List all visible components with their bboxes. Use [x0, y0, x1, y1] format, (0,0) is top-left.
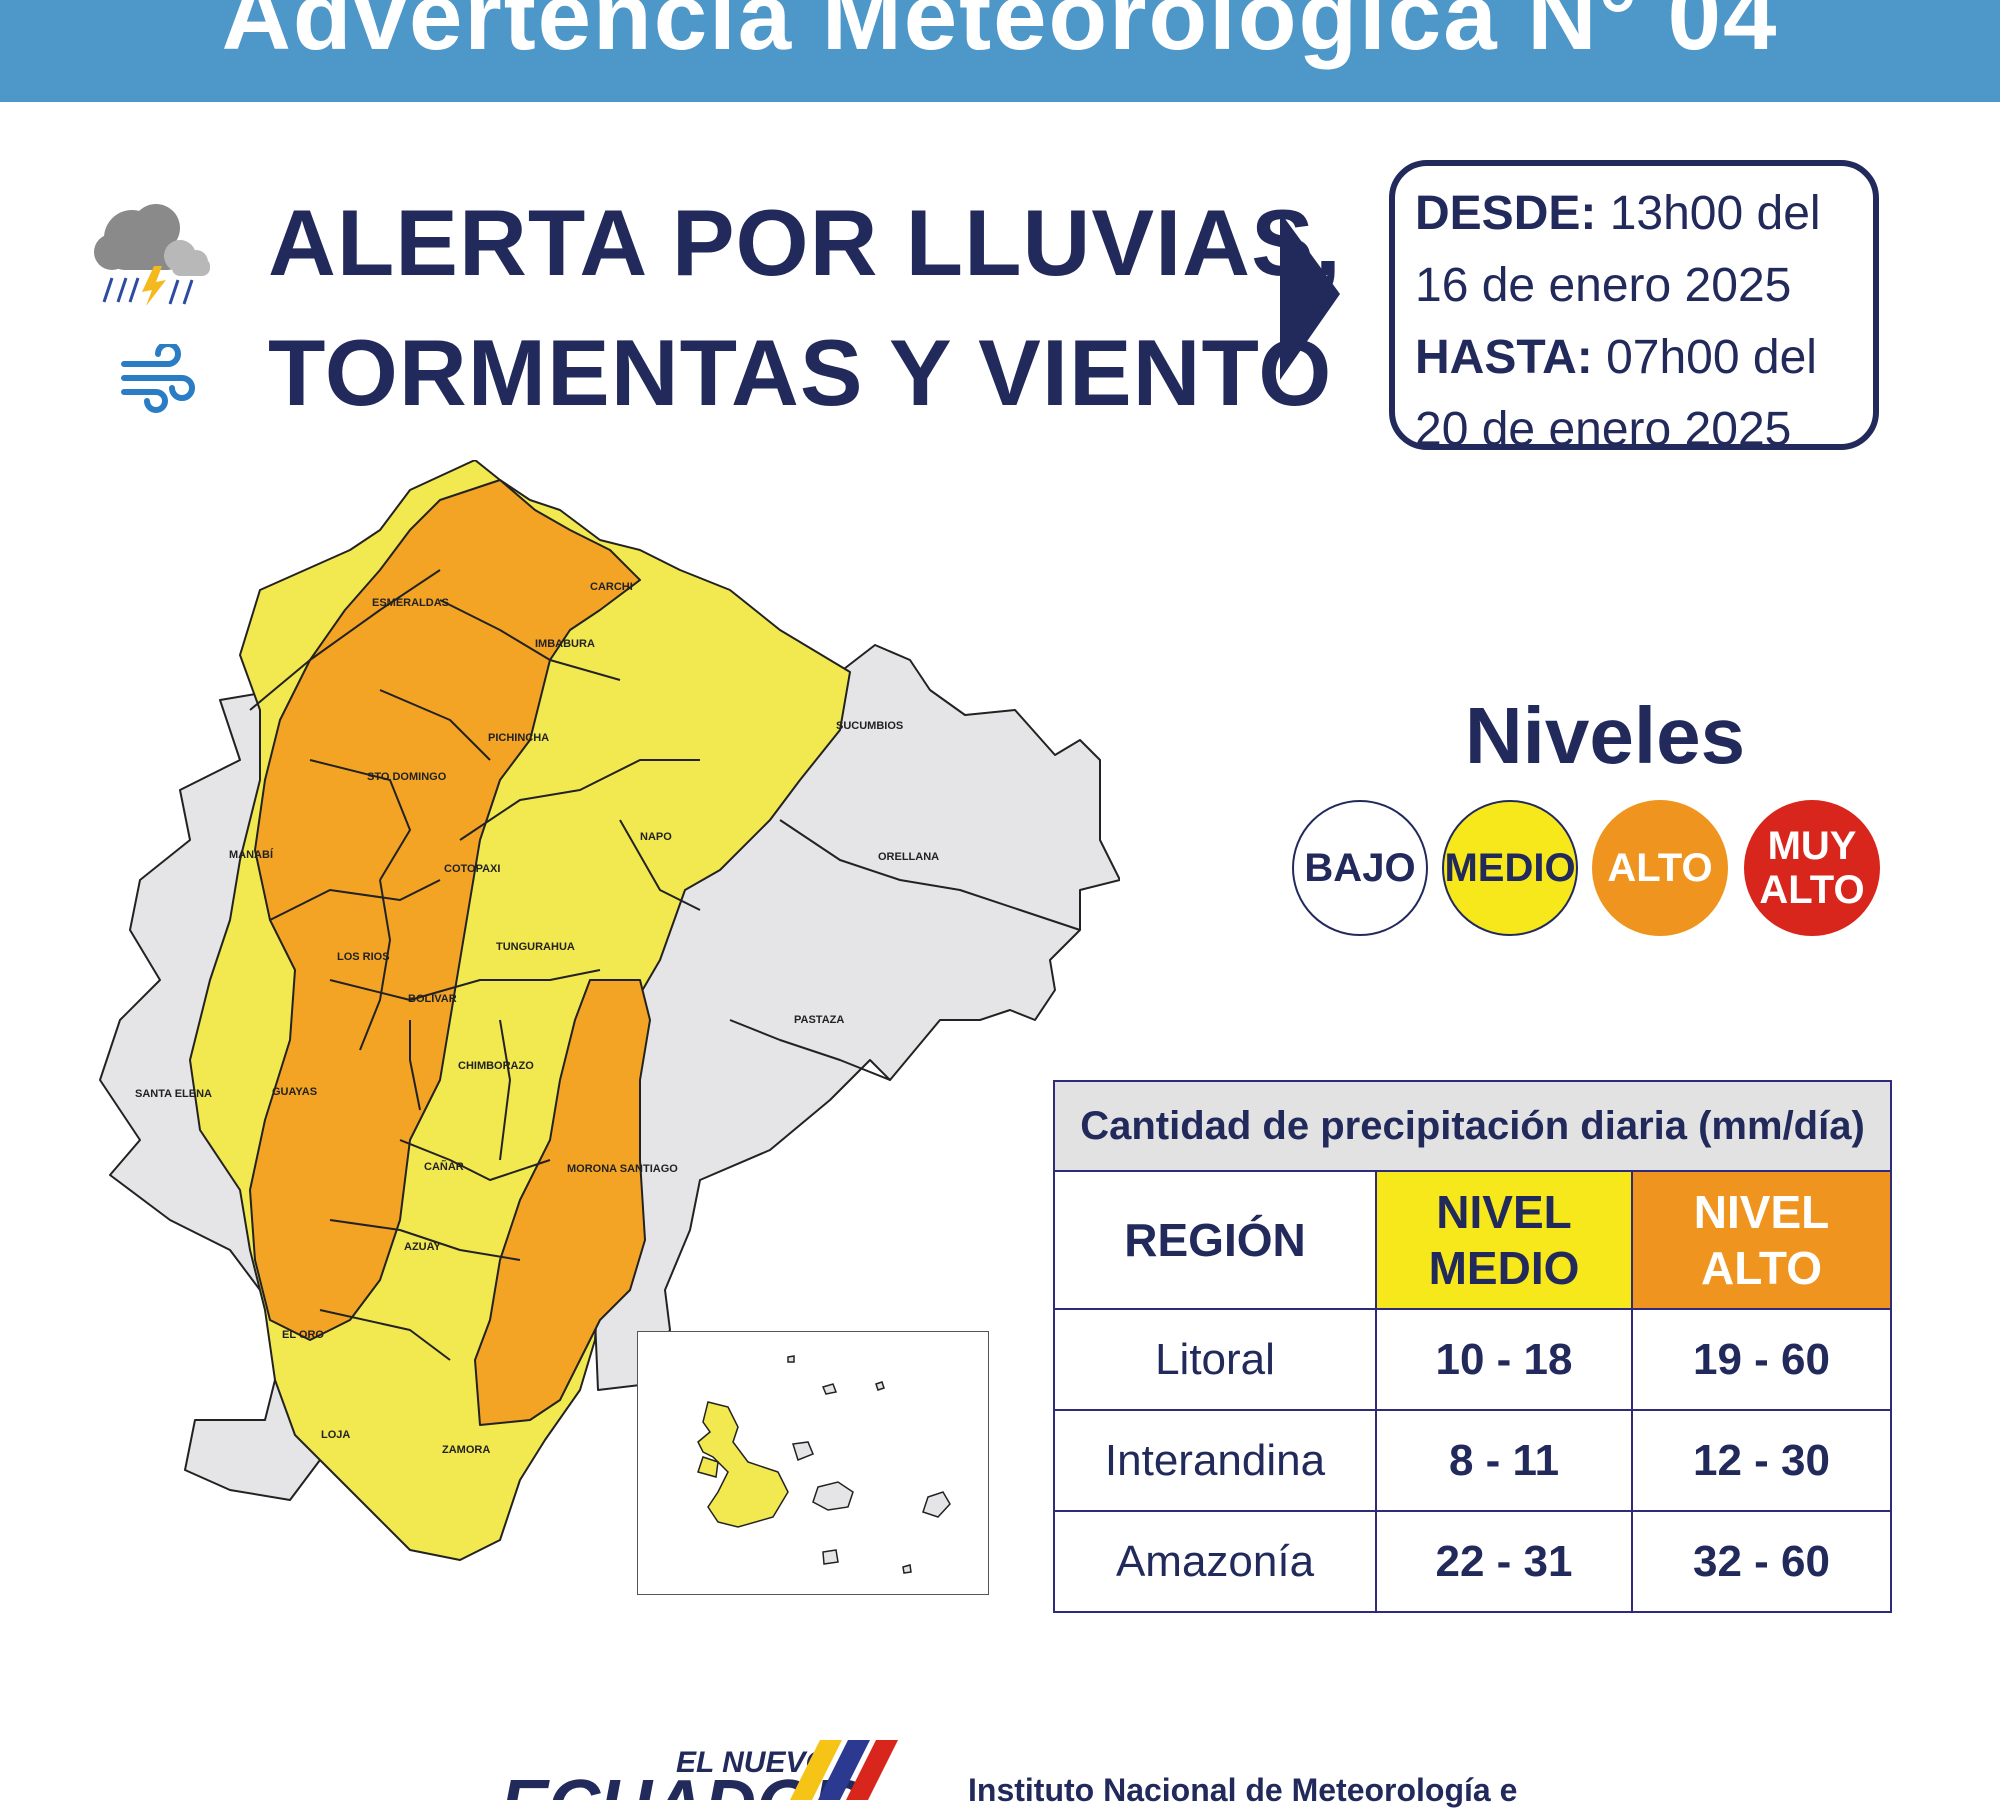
- table-row: Amazonía 22 - 31 32 - 60: [1053, 1510, 1892, 1613]
- region-alto-west: [249, 479, 641, 1341]
- map-label-guayas: GUAYAS: [272, 1086, 317, 1098]
- cell-medio: 8 - 11: [1375, 1409, 1633, 1512]
- map-label-los-rios: LOS RIOS: [337, 951, 390, 963]
- to-label: HASTA:: [1415, 331, 1593, 384]
- page-title: Advertencia Meteorológica N° 04: [221, 0, 1779, 70]
- header-alto-line2: ALTO: [1701, 1242, 1822, 1294]
- header-medio-line2: MEDIO: [1428, 1242, 1580, 1294]
- level-muy-alto-label: MUY ALTO: [1759, 824, 1865, 912]
- map-label-manabi: MANABÍ: [229, 848, 274, 861]
- map-label-carchi: CARCHI: [590, 581, 633, 593]
- wind-icon: [120, 341, 200, 419]
- from-label: DESDE:: [1415, 187, 1597, 240]
- ecuador-alert-map: ESMERALDAS CARCHI IMBABURA SUCUMBIOS PIC…: [80, 459, 1121, 1615]
- map-label-cotopaxi: COTOPAXI: [444, 863, 500, 875]
- institute-name: Instituto Nacional de Meteorología e: [968, 1772, 1518, 1808]
- ecuador-logo: EL NUEVO ECUADOR: [490, 1738, 930, 1809]
- cell-alto: 19 - 60: [1631, 1308, 1892, 1411]
- map-label-pastaza: PASTAZA: [794, 1014, 844, 1026]
- chevron-right-icon: [1280, 212, 1340, 387]
- map-label-azuay: AZUAY: [404, 1241, 442, 1253]
- level-bajo: BAJO: [1292, 800, 1428, 936]
- header-region: REGIÓN: [1053, 1170, 1377, 1310]
- from-value: 13h00 del 16 de enero 2025: [1415, 187, 1821, 312]
- map-label-canar: CAÑAR: [424, 1160, 464, 1173]
- level-muy-alto: MUY ALTO: [1744, 800, 1880, 936]
- map-label-morona-santiago: MORONA SANTIAGO: [567, 1163, 678, 1175]
- cell-medio: 10 - 18: [1375, 1308, 1633, 1411]
- to-value: 07h00 del 20 de enero 2025: [1415, 331, 1817, 456]
- map-label-sto-domingo: STO DOMINGO: [367, 771, 447, 783]
- level-alto-label: ALTO: [1607, 846, 1713, 890]
- galapagos-inset-map: [637, 1331, 989, 1595]
- table-row: Litoral 10 - 18 19 - 60: [1053, 1308, 1892, 1411]
- precipitation-caption: Cantidad de precipitación diaria (mm/día…: [1053, 1080, 1892, 1172]
- cell-medio: 22 - 31: [1375, 1510, 1633, 1613]
- header-nivel-medio: NIVEL MEDIO: [1375, 1170, 1633, 1310]
- map-label-tungurahua: TUNGURAHUA: [496, 941, 575, 953]
- precipitation-table: Cantidad de precipitación diaria (mm/día…: [1053, 1080, 1892, 1613]
- map-label-chimborazo: CHIMBORAZO: [458, 1060, 534, 1072]
- table-row: Interandina 8 - 11 12 - 30: [1053, 1409, 1892, 1512]
- header-nivel-alto: NIVEL ALTO: [1631, 1170, 1892, 1310]
- level-medio: MEDIO: [1442, 800, 1578, 936]
- map-label-loja: LOJA: [321, 1429, 350, 1441]
- cell-alto: 32 - 60: [1631, 1510, 1892, 1613]
- levels-title: Niveles: [1464, 691, 1746, 780]
- map-label-esmeraldas: ESMERALDAS: [372, 597, 449, 609]
- header-banner: Advertencia Meteorológica N° 04: [0, 0, 2000, 102]
- alert-title-line1: ALERTA POR LLUVIAS,: [268, 190, 1342, 295]
- alert-title: ALERTA POR LLUVIAS, TORMENTAS Y VIENTO: [268, 178, 1342, 438]
- region-alto-east: [474, 979, 651, 1426]
- level-medio-label: MEDIO: [1444, 846, 1576, 890]
- level-alto: ALTO: [1592, 800, 1728, 936]
- map-label-orellana: ORELLANA: [878, 851, 939, 863]
- validity-period-box: DESDE: 13h00 del 16 de enero 2025 HASTA:…: [1389, 160, 1879, 456]
- cell-region: Litoral: [1053, 1308, 1377, 1411]
- map-label-imbabura: IMBABURA: [535, 638, 595, 650]
- cell-alto: 12 - 30: [1631, 1409, 1892, 1512]
- header-alto-line1: NIVEL: [1693, 1186, 1830, 1238]
- map-label-santa-elena: SANTA ELENA: [135, 1088, 212, 1100]
- map-label-bolivar: BOLIVAR: [408, 993, 457, 1005]
- map-label-zamora: ZAMORA: [442, 1444, 490, 1456]
- map-label-el-oro: EL ORO: [282, 1329, 324, 1341]
- storm-cloud-icon: [92, 196, 216, 313]
- map-label-pichincha: PICHINCHA: [488, 732, 549, 744]
- map-label-sucumbios: SUCUMBIOS: [836, 720, 903, 732]
- header-medio-line1: NIVEL: [1436, 1186, 1572, 1238]
- alert-title-line2: TORMENTAS Y VIENTO: [268, 320, 1333, 425]
- level-bajo-label: BAJO: [1304, 846, 1416, 890]
- cell-region: Amazonía: [1053, 1510, 1377, 1613]
- cell-region: Interandina: [1053, 1409, 1377, 1512]
- map-label-napo: NAPO: [640, 831, 672, 843]
